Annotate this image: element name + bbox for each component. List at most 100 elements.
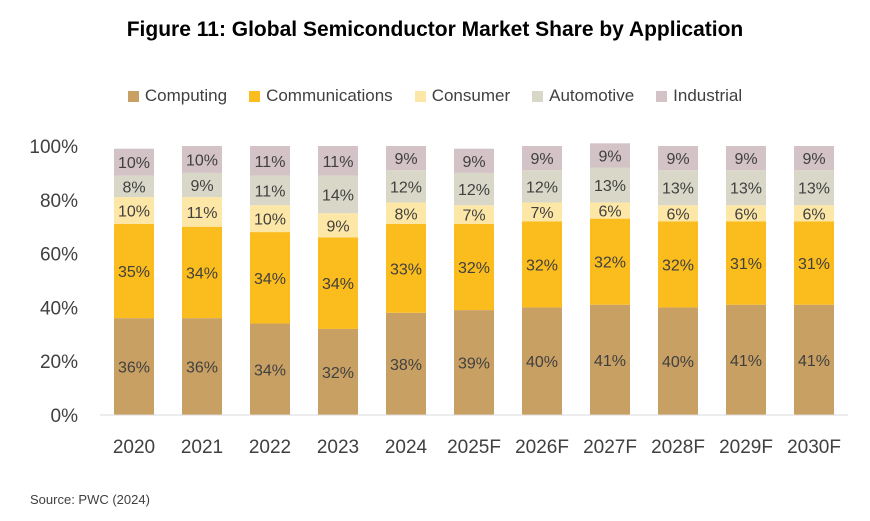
legend-item-automotive: Automotive [532, 86, 634, 106]
legend-swatch-communications [249, 90, 261, 102]
bar-segment-computing [590, 304, 630, 415]
y-tick-label: 60% [40, 245, 78, 266]
data-label: 7% [530, 205, 553, 222]
data-label: 10% [118, 155, 150, 172]
y-tick-label: 40% [40, 298, 78, 319]
data-label: 10% [118, 204, 150, 221]
bar-segment-automotive [182, 172, 222, 198]
data-label: 13% [662, 181, 694, 198]
data-label: 11% [255, 183, 286, 200]
bar-segment-computing [318, 328, 358, 415]
bar-segment-automotive [590, 167, 630, 203]
x-tick-label: 2021 [181, 437, 223, 458]
bar-segment-automotive [454, 172, 494, 206]
data-label: 40% [526, 354, 558, 371]
data-label: 34% [322, 276, 354, 293]
data-label: 9% [462, 154, 485, 171]
bar-segment-communications [590, 218, 630, 305]
data-label: 35% [118, 264, 150, 281]
data-label: 9% [666, 151, 689, 168]
data-label: 6% [666, 206, 689, 223]
y-tick-label: 80% [40, 191, 78, 212]
bar-segment-automotive [318, 175, 358, 214]
bar-segment-industrial [726, 146, 766, 171]
data-label: 32% [322, 365, 354, 382]
data-label: 13% [730, 181, 762, 198]
bar-segment-industrial [182, 146, 222, 173]
data-label: 9% [326, 218, 349, 235]
x-tick-label: 2028F [651, 437, 705, 458]
bar-segment-computing [182, 318, 222, 415]
bar-segment-communications [182, 226, 222, 319]
data-label: 34% [186, 265, 218, 282]
data-label: 9% [598, 148, 621, 165]
bar-segment-industrial [386, 146, 426, 171]
bar-segment-communications [522, 221, 562, 308]
data-label: 11% [187, 205, 218, 222]
x-tick-label: 2023 [317, 437, 359, 458]
x-tick-label: 2022 [249, 437, 291, 458]
bar-segment-industrial [590, 143, 630, 168]
bar-segment-computing [114, 318, 154, 415]
bar-segment-computing [794, 304, 834, 415]
x-tick-label: 2029F [719, 437, 773, 458]
data-label: 9% [530, 151, 553, 168]
bar-segment-industrial [454, 148, 494, 173]
data-label: 9% [734, 151, 757, 168]
bar-segment-industrial [658, 146, 698, 171]
data-label: 12% [390, 179, 422, 196]
legend-item-communications: Communications [249, 86, 393, 106]
bar-segment-communications [658, 221, 698, 308]
legend-item-industrial: Industrial [656, 86, 742, 106]
data-label: 14% [322, 187, 354, 204]
data-label: 9% [190, 178, 213, 195]
legend-swatch-consumer [414, 90, 426, 102]
bar-segment-consumer [726, 205, 766, 222]
data-label: 6% [802, 206, 825, 223]
legend-label-automotive: Automotive [549, 86, 635, 105]
data-label: 41% [798, 353, 830, 370]
data-label: 33% [390, 261, 422, 278]
bar-segment-consumer [182, 197, 222, 227]
bar-segment-consumer [318, 213, 358, 238]
data-label: 36% [118, 360, 150, 377]
y-tick-label: 20% [40, 352, 78, 373]
x-tick-label: 2030F [787, 437, 841, 458]
data-label: 32% [458, 260, 490, 277]
bar-segment-consumer [590, 202, 630, 219]
bar-segment-communications [318, 237, 358, 329]
data-label: 34% [254, 362, 286, 379]
data-label: 10% [254, 212, 286, 229]
legend-item-computing: Computing [127, 86, 228, 106]
bar-segment-consumer [522, 202, 562, 222]
bar-segment-computing [250, 323, 290, 415]
bar-segment-computing [726, 304, 766, 415]
bar-segment-automotive [386, 170, 426, 203]
bar-segment-communications [114, 224, 154, 319]
bar-segment-industrial [522, 146, 562, 171]
legend-swatch-automotive [532, 90, 544, 102]
chart-legend: Computing Communications Consumer Automo… [0, 86, 870, 106]
legend-label-computing: Computing [144, 86, 228, 105]
bar-segment-communications [794, 221, 834, 305]
x-tick-label: 2027F [583, 437, 637, 458]
bar-segment-industrial [114, 148, 154, 176]
bar-segment-consumer [386, 202, 426, 225]
x-tick-label: 2026F [515, 437, 569, 458]
data-label: 11% [323, 154, 354, 171]
data-label: 12% [458, 182, 490, 199]
data-label: 32% [662, 257, 694, 274]
bar-segment-industrial [318, 146, 358, 176]
data-label: 8% [394, 206, 417, 223]
bar-segment-consumer [114, 197, 154, 225]
legend-swatch-industrial [656, 90, 668, 102]
data-label: 11% [255, 154, 286, 171]
data-label: 7% [462, 208, 485, 225]
x-tick-label: 2024 [385, 437, 428, 458]
bar-segment-communications [386, 224, 426, 313]
bar-segment-computing [454, 310, 494, 415]
data-label: 40% [662, 354, 694, 371]
data-label: 31% [730, 256, 762, 273]
legend-label-consumer: Consumer [431, 86, 511, 105]
